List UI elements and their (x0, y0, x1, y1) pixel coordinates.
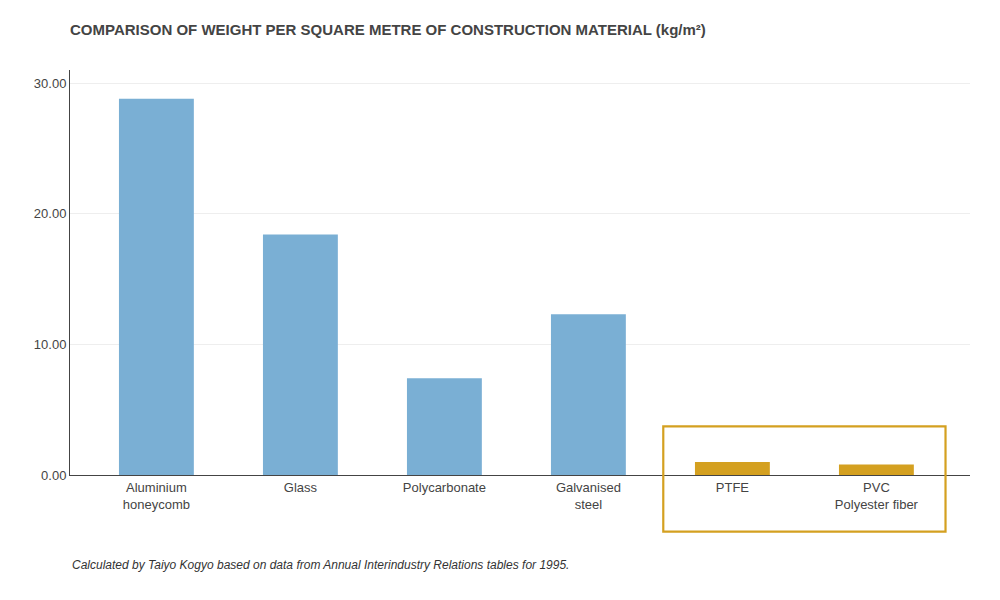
svg-text:30.00: 30.00 (34, 76, 67, 91)
svg-text:0.00: 0.00 (41, 468, 66, 483)
svg-text:Galvanisedsteel: Galvanisedsteel (556, 480, 621, 512)
svg-text:20.00: 20.00 (34, 206, 67, 221)
svg-text:10.00: 10.00 (34, 337, 67, 352)
svg-text:Glass: Glass (284, 480, 318, 495)
svg-text:PTFE: PTFE (716, 480, 750, 495)
svg-text:PVCPolyester fiber: PVCPolyester fiber (835, 480, 919, 512)
svg-text:COMPARISON OF WEIGHT PER SQUAR: COMPARISON OF WEIGHT PER SQUARE METRE OF… (70, 21, 706, 38)
svg-text:Aluminiumhoneycomb: Aluminiumhoneycomb (123, 480, 190, 512)
svg-text:Calculated by Taiyo Kogyo base: Calculated by Taiyo Kogyo based on data … (72, 558, 569, 572)
svg-text:Polycarbonate: Polycarbonate (403, 480, 486, 495)
